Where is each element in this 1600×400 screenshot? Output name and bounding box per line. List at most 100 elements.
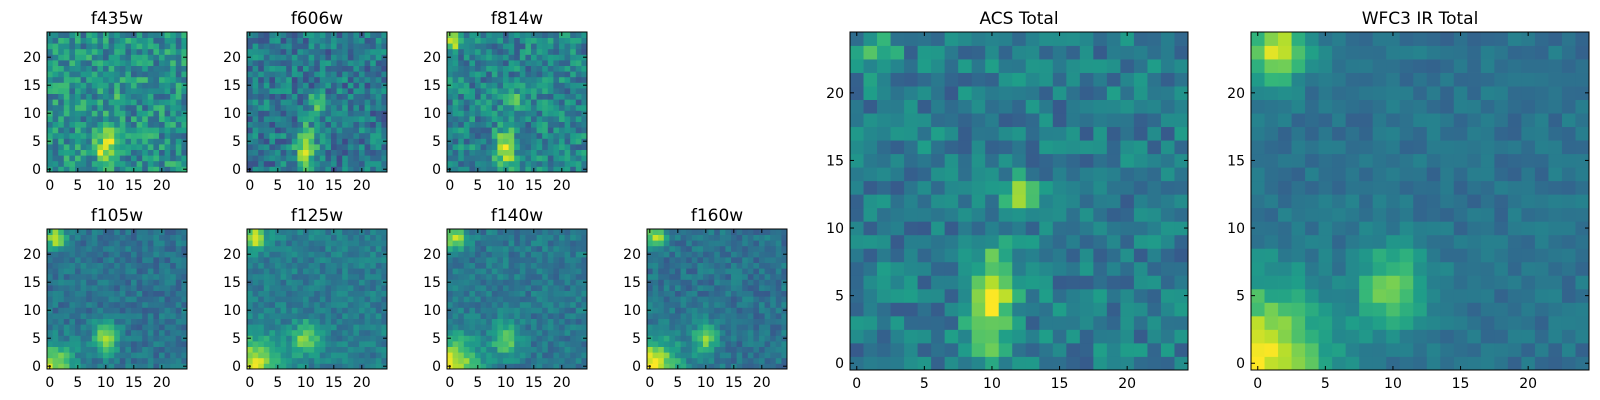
heatmap-cell [1160, 302, 1175, 317]
heatmap-cell [491, 155, 498, 162]
heatmap-cell [75, 88, 81, 94]
heatmap-cell [347, 37, 354, 44]
heatmap-cell [63, 357, 70, 364]
heatmap-cell [375, 127, 382, 134]
heatmap-cell [164, 116, 171, 122]
heatmap-cell [1066, 221, 1081, 236]
heatmap-cell [463, 273, 470, 280]
heatmap-cell [142, 296, 149, 303]
heatmap-cell [353, 335, 360, 342]
heatmap-cell [1120, 207, 1135, 222]
heatmap-cell [136, 279, 143, 286]
heatmap-cell [291, 268, 298, 275]
heatmap-cell [252, 324, 259, 331]
heatmap-cell [297, 251, 304, 258]
heatmap-cell [297, 240, 304, 247]
heatmap-cell [370, 234, 377, 241]
heatmap-cell [570, 121, 577, 128]
heatmap-cell [258, 352, 265, 359]
heatmap-cell [725, 285, 732, 291]
heatmap-cell [1147, 194, 1162, 209]
heatmap-cell [364, 279, 371, 286]
heatmap-cell [944, 221, 959, 236]
heatmap-cell [119, 296, 126, 303]
heatmap-cell [971, 315, 986, 330]
heatmap-cell [663, 329, 670, 336]
heatmap-cell [764, 279, 771, 286]
heatmap-cell [669, 234, 676, 241]
heatmap-cell [119, 71, 126, 78]
heatmap-cell [542, 273, 549, 280]
heatmap-cell [147, 346, 154, 353]
heatmap-cell [1120, 288, 1135, 303]
heatmap-cell [153, 132, 160, 139]
heatmap-cell [536, 290, 543, 297]
heatmap-cell [491, 88, 498, 94]
heatmap-cell [469, 279, 476, 286]
heatmap-cell [759, 352, 765, 359]
heatmap-cell [258, 60, 265, 66]
heatmap-cell [697, 324, 704, 331]
heatmap-cell [325, 234, 332, 241]
heatmap-cell [297, 285, 304, 291]
heatmap-cell [114, 346, 121, 353]
heatmap-cell [491, 245, 498, 252]
heatmap-cell [480, 121, 487, 128]
heatmap-cell [280, 88, 287, 94]
heatmap-cell [291, 116, 298, 122]
heatmap-cell [319, 324, 326, 331]
heatmap-cell [269, 132, 276, 139]
heatmap-cell [469, 251, 476, 258]
heatmap-cell [86, 329, 93, 336]
heatmap-cell [364, 37, 371, 44]
heatmap-cell [97, 296, 104, 303]
heatmap-cell [1079, 234, 1094, 249]
heatmap-cell [480, 324, 487, 331]
heatmap-cell [291, 357, 298, 364]
heatmap-cell [764, 307, 771, 314]
heatmap-cell [164, 346, 171, 353]
heatmap-cell [497, 363, 504, 370]
heatmap-cell [47, 245, 53, 252]
heatmap-cell [770, 240, 777, 247]
heatmap-cell [63, 352, 70, 359]
heatmap-cell [258, 279, 265, 286]
heatmap-cell [280, 296, 287, 303]
heatmap-cell [336, 301, 343, 308]
heatmap-cell [347, 166, 354, 173]
heatmap-cell [491, 251, 498, 258]
heatmap-cell [342, 279, 349, 286]
heatmap-cell [297, 268, 304, 275]
heatmap-cell [850, 153, 864, 168]
heatmap-cell [686, 268, 693, 275]
heatmap-cell [69, 234, 76, 241]
heatmap-cell [47, 257, 53, 263]
heatmap-cell [314, 285, 321, 291]
heatmap-cell [108, 104, 115, 111]
heatmap-cell [319, 329, 326, 336]
heatmap-cell [525, 121, 532, 128]
heatmap-cell [536, 88, 543, 94]
heatmap-cell [480, 229, 487, 235]
heatmap-cell [353, 82, 360, 89]
heatmap-cell [325, 268, 332, 275]
heatmap-cell [742, 313, 749, 319]
heatmap-cell [697, 341, 704, 347]
heatmap-cell [114, 60, 121, 66]
heatmap-cell [252, 149, 259, 156]
heatmap-cell [263, 60, 270, 66]
heatmap-cell [447, 104, 453, 111]
heatmap-cell [297, 301, 304, 308]
heatmap-cell [280, 76, 287, 83]
heatmap-cell [359, 65, 365, 72]
heatmap-cell [647, 257, 653, 263]
heatmap-cell [263, 318, 270, 325]
heatmap-cell [675, 301, 681, 308]
heatmap-cell [181, 99, 188, 106]
heatmap-cell [63, 166, 70, 173]
heatmap-cell [347, 285, 354, 291]
heatmap-cell [469, 307, 476, 314]
heatmap-cell [97, 229, 104, 235]
heatmap-cell [890, 342, 905, 357]
heatmap-cell [458, 99, 465, 106]
